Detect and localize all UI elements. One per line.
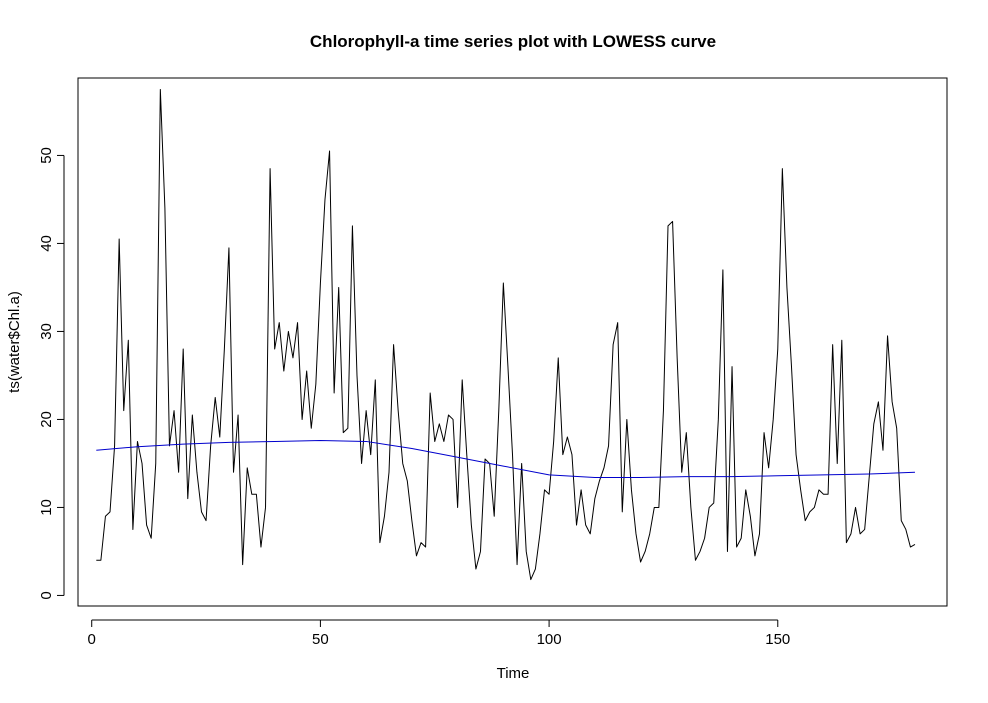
y-tick-label: 10 (38, 499, 55, 516)
series-line-observed (96, 88, 916, 581)
y-axis: 0 10 20 30 40 50 (38, 147, 65, 600)
y-axis-label: ts(water$Chl.a) (6, 291, 23, 393)
y-tick-label: 40 (38, 235, 55, 252)
x-tick-label: 150 (765, 631, 790, 648)
chart-title: Chlorophyll-a time series plot with LOWE… (310, 32, 716, 51)
y-tick-label: 20 (38, 411, 55, 428)
series-line-lowess (96, 440, 915, 479)
x-axis: 0 50 100 150 (88, 619, 790, 648)
x-tick-label: 100 (537, 631, 562, 648)
x-tick-label: 0 (88, 631, 96, 648)
y-tick-label: 50 (38, 147, 55, 164)
plot-frame (77, 77, 948, 607)
series-layer (96, 88, 916, 581)
y-tick-label: 0 (38, 591, 55, 599)
y-tick-label: 30 (38, 323, 55, 340)
x-axis-label: Time (497, 665, 530, 682)
x-tick-label: 50 (312, 631, 329, 648)
